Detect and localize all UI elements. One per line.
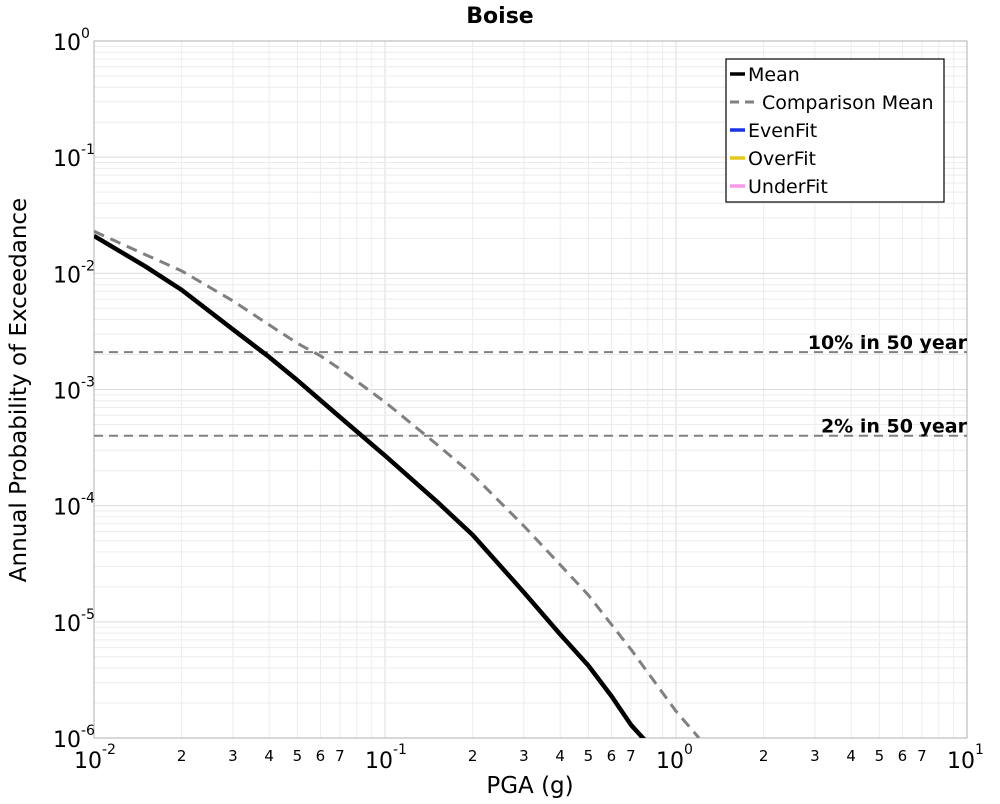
x-minor-tick-label: 4 [555,747,565,765]
x-minor-tick-label: 4 [264,747,274,765]
y-tick-label: 10-6 [53,723,95,753]
x-minor-tick-label: 7 [917,747,927,765]
series-line-mean [94,233,647,738]
reference-line-label: 2% in 50 year [821,416,968,438]
x-tick-label: 100 [656,742,693,774]
series [94,229,701,738]
chart-title: Boise [466,4,533,29]
x-minor-tick-label: 3 [519,747,529,765]
x-tick-label: 101 [947,742,984,774]
x-axis-label: PGA (g) [486,773,573,799]
y-tick-label: 10-2 [53,258,95,288]
reference-lines: 10% in 50 year 2% in 50 year [94,332,968,438]
legend-label-underfit: UnderFit [748,176,828,198]
y-axis-label: Annual Probability of Exceedance [6,198,32,582]
x-minor-tick-label: 5 [293,747,303,765]
legend: Mean Comparison Mean EvenFit OverFit UnderFi… [725,58,945,203]
grid [93,41,967,739]
legend-label-comparison-mean: Comparison Mean [762,92,934,114]
x-tick-label: 10-1 [365,742,407,774]
plot-area-border [93,40,968,739]
x-minor-tick-label: 4 [846,747,856,765]
plot-frame [93,40,968,739]
x-minor-tick-label: 3 [228,747,238,765]
series-line-comparison-mean [94,229,701,738]
x-minor-tick-label: 2 [468,747,478,765]
x-minor-tick-label: 7 [335,747,345,765]
x-minor-tick-label: 6 [316,747,326,765]
x-minor-tick-label: 6 [898,747,908,765]
y-tick-label: 100 [53,26,90,56]
y-tick-label: 10-3 [53,375,95,405]
x-minor-tick-label: 7 [626,747,636,765]
reference-line-label: 10% in 50 year [808,332,968,354]
legend-label-mean: Mean [748,64,800,86]
x-minor-tick-label: 5 [584,747,594,765]
legend-label-overfit: OverFit [748,148,816,170]
x-minor-tick-label: 6 [607,747,617,765]
x-minor-tick-label: 3 [810,747,820,765]
y-tick-label: 10-4 [53,491,95,521]
legend-box [725,58,945,203]
x-minor-tick-label: 2 [177,747,187,765]
legend-label-evenfit: EvenFit [748,120,817,142]
y-tick-label: 10-1 [53,142,95,172]
y-tick-label: 10-5 [53,607,95,637]
x-minor-tick-label: 5 [875,747,885,765]
x-tick-label: 10-2 [74,742,116,774]
x-minor-tick-label: 2 [759,747,769,765]
